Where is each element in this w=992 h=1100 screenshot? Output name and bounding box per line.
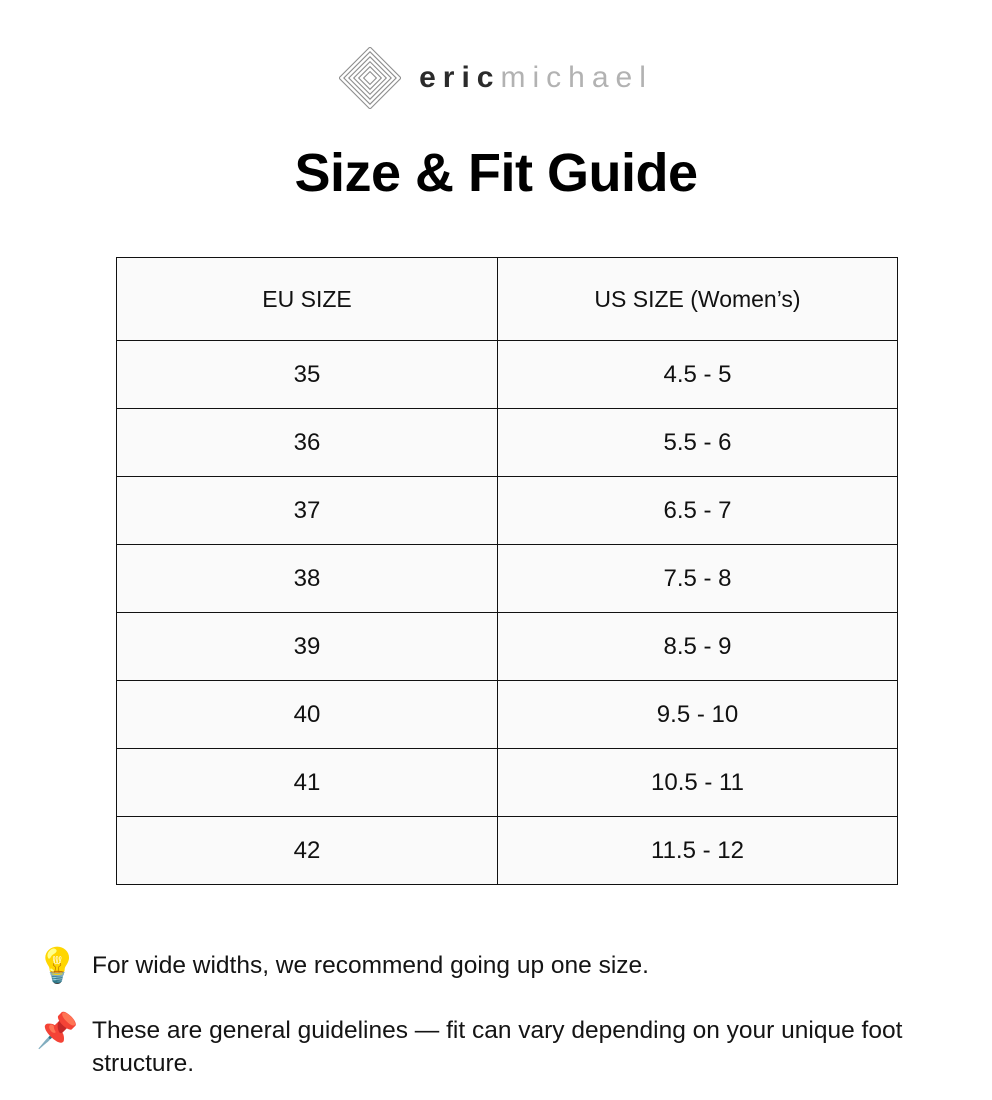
note-text: These are general guidelines — fit can v… xyxy=(92,1017,903,1077)
cell-us-size: 11.5 - 12 xyxy=(497,816,898,886)
brand-word-primary: eric xyxy=(419,61,501,94)
cell-us-size: 5.5 - 6 xyxy=(497,408,898,478)
cell-eu-size: 36 xyxy=(116,408,498,478)
table-body: 35 4.5 - 5 36 5.5 - 6 37 6.5 - 7 38 7.5 … xyxy=(116,340,898,886)
page-title: Size & Fit Guide xyxy=(294,143,698,203)
notes-section: 💡 For wide widths, we recommend going up… xyxy=(0,947,992,1080)
note-general-guidelines: 📌 These are general guidelines — fit can… xyxy=(36,1012,964,1080)
size-table-container: EU SIZE US SIZE (Women’s) 35 4.5 - 5 36 … xyxy=(0,257,992,886)
table-header-row: EU SIZE US SIZE (Women’s) xyxy=(116,257,898,342)
table-row: 37 6.5 - 7 xyxy=(116,476,898,546)
concentric-diamond-logo-icon xyxy=(338,46,402,110)
cell-eu-size: 39 xyxy=(116,612,498,682)
cell-eu-size: 38 xyxy=(116,544,498,614)
cell-eu-size: 42 xyxy=(116,816,498,886)
brand-word-secondary: michael xyxy=(500,61,653,94)
column-header-us-size: US SIZE (Women’s) xyxy=(497,257,898,342)
note-text: For wide widths, we recommend going up o… xyxy=(92,952,649,980)
table-row: 38 7.5 - 8 xyxy=(116,544,898,614)
brand-wordmark: eric michael xyxy=(419,63,653,93)
brand-header: eric michael xyxy=(0,0,992,110)
table-head: EU SIZE US SIZE (Women’s) xyxy=(116,257,898,342)
cell-eu-size: 35 xyxy=(116,340,498,410)
table-row: 41 10.5 - 11 xyxy=(116,748,898,818)
cell-us-size: 9.5 - 10 xyxy=(497,680,898,750)
pushpin-icon: 📌 xyxy=(36,1012,79,1051)
cell-us-size: 6.5 - 7 xyxy=(497,476,898,546)
cell-eu-size: 37 xyxy=(116,476,498,546)
cell-us-size: 4.5 - 5 xyxy=(497,340,898,410)
table-row: 40 9.5 - 10 xyxy=(116,680,898,750)
table-row: 42 11.5 - 12 xyxy=(116,816,898,886)
size-conversion-table: EU SIZE US SIZE (Women’s) 35 4.5 - 5 36 … xyxy=(116,257,898,886)
note-wide-widths: 💡 For wide widths, we recommend going up… xyxy=(36,947,964,986)
table-row: 36 5.5 - 6 xyxy=(116,408,898,478)
cell-eu-size: 40 xyxy=(116,680,498,750)
table-row: 35 4.5 - 5 xyxy=(116,340,898,410)
cell-eu-size: 41 xyxy=(116,748,498,818)
cell-us-size: 8.5 - 9 xyxy=(497,612,898,682)
cell-us-size: 10.5 - 11 xyxy=(497,748,898,818)
lightbulb-icon: 💡 xyxy=(36,947,79,986)
table-row: 39 8.5 - 9 xyxy=(116,612,898,682)
cell-us-size: 7.5 - 8 xyxy=(497,544,898,614)
column-header-eu-size: EU SIZE xyxy=(116,257,498,342)
